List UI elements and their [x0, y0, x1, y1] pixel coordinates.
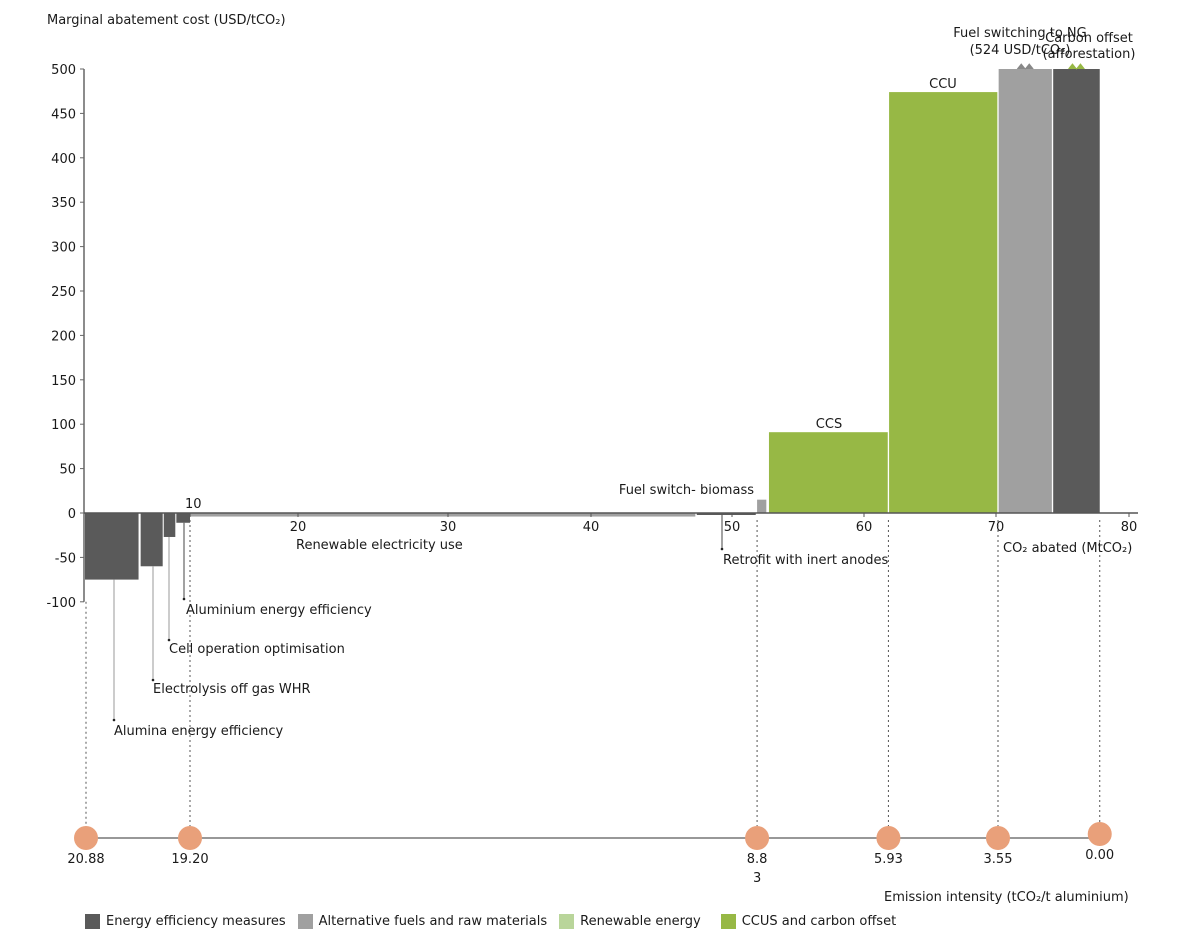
legend-swatch — [559, 914, 575, 929]
legend-item-ccus: CCUS and carbon offset — [720, 914, 897, 929]
annotations-layer: Alumina energy efficiency Electrolysis of… — [112, 77, 957, 739]
x-tick-label: 30 — [440, 520, 457, 535]
y-tick-label: 100 — [51, 418, 76, 433]
emission-intensity-title: Emission intensity (tCO₂/t aluminium) — [884, 890, 1129, 905]
legend-label: CCUS and carbon offset — [741, 914, 897, 929]
intensity-value: 19.20 — [171, 852, 208, 867]
bar-cell-operation-optimisation — [163, 513, 176, 537]
x-axis-title: CO₂ abated (MtCO₂) — [1003, 541, 1132, 556]
carbon-offset-label-line1: Carbon offset — [1045, 31, 1133, 46]
legend-label: Energy efficiency measures — [106, 914, 286, 929]
bar-aluminium-energy-efficiency — [176, 513, 190, 523]
bar-electrolysis-off-gas-whr — [140, 513, 163, 567]
x-axis: 20 30 40 50 60 70 80 — [84, 512, 1138, 535]
legend-item-alternative-fuels: Alternative fuels and raw materials — [297, 914, 548, 929]
y-tick-label: -100 — [46, 596, 76, 611]
intensity-marker — [985, 826, 1010, 850]
bar-label: Cell operation optimisation — [169, 642, 345, 657]
legend-swatch — [85, 914, 100, 929]
callout-dot — [112, 718, 116, 722]
y-tick-label: 300 — [51, 241, 76, 256]
callout-dot — [151, 678, 155, 682]
legend-swatch — [720, 914, 736, 929]
y-tick-label: 50 — [59, 463, 76, 478]
y-tick-label: 450 — [51, 107, 76, 122]
ten-marker-label: 10 — [185, 497, 202, 512]
callout-dot — [182, 597, 186, 601]
bar-label: Renewable electricity use — [296, 538, 463, 553]
y-tick-label: 0 — [68, 507, 76, 522]
intensity-value: 20.88 — [67, 852, 104, 867]
y-tick-label: 150 — [51, 374, 76, 389]
y-axis-title: Marginal abatement cost (USD/tCO₂) — [47, 13, 286, 28]
axis-break-icon — [1068, 63, 1085, 70]
x-tick-label: 80 — [1121, 520, 1138, 535]
intensity-value: 0.00 — [1085, 848, 1114, 863]
x-tick-label: 20 — [290, 520, 307, 535]
bar-ccu — [889, 92, 998, 513]
y-tick-label: 250 — [51, 285, 76, 300]
bar-carbon-offset-afforestation- — [1053, 69, 1100, 513]
callout-dot — [720, 547, 724, 551]
intensity-value: 3.55 — [984, 852, 1013, 867]
bar-label: Retrofit with inert anodes — [723, 553, 889, 568]
bar-fuel-switching-to-ng — [998, 69, 1052, 513]
bar-alumina-energy-efficiency — [85, 513, 139, 580]
intensity-marker — [876, 826, 901, 850]
x-tick-label: 40 — [583, 520, 600, 535]
callout-dot — [167, 638, 171, 642]
intensity-marker — [178, 826, 202, 850]
y-tick-label: 400 — [51, 152, 76, 167]
intensity-marker — [74, 826, 98, 850]
intensity-value-cont: 3 — [753, 871, 761, 886]
bar-label: Alumina energy efficiency — [114, 724, 283, 739]
intensity-marker — [1087, 822, 1112, 846]
bar-label: Aluminium energy efficiency — [186, 603, 372, 618]
bar-retrofit-with-inert-anodes — [696, 513, 756, 515]
fuel-ng-label-line1: Fuel switching to NG — [953, 26, 1086, 41]
axis-break-icon — [1016, 63, 1034, 70]
bars-layer — [85, 63, 1100, 580]
bar-ccs — [768, 432, 888, 513]
bar-label: CCU — [929, 77, 957, 92]
legend-label: Alternative fuels and raw materials — [318, 914, 548, 929]
bar-fuel-switch-biomass — [757, 499, 767, 513]
legend-item-energy-efficiency: Energy efficiency measures — [85, 914, 286, 929]
carbon-offset-label-line2: (afforestation) — [1043, 47, 1136, 62]
legend-swatch — [297, 914, 313, 929]
bar-renewable-electricity-use — [190, 513, 696, 517]
bar-label: Electrolysis off gas WHR — [153, 682, 311, 697]
y-tick-label: 350 — [51, 196, 76, 211]
bar-label: Fuel switch- biomass — [619, 483, 754, 498]
y-tick-label: -50 — [55, 551, 76, 566]
x-tick-label: 50 — [724, 520, 741, 535]
emission-intensity-track: 20.88 19.20 8.8 3 5.93 3.55 0.00 — [67, 520, 1114, 886]
intensity-value: 5.93 — [874, 852, 903, 867]
intensity-value: 8.8 — [747, 852, 768, 867]
legend-label: Renewable energy — [580, 914, 701, 929]
fuel-ng-label-line2: (524 USD/tCO₂) — [970, 43, 1071, 58]
y-tick-label: 500 — [51, 63, 76, 78]
x-tick-label: 70 — [988, 520, 1005, 535]
intensity-marker — [745, 826, 770, 850]
legend-item-renewable-energy: Renewable energy — [559, 914, 701, 929]
legend: Energy efficiency measures Alternative f… — [85, 914, 896, 929]
x-tick-label: 60 — [856, 520, 873, 535]
bar-label: CCS — [816, 417, 842, 432]
y-tick-label: 200 — [51, 329, 76, 344]
